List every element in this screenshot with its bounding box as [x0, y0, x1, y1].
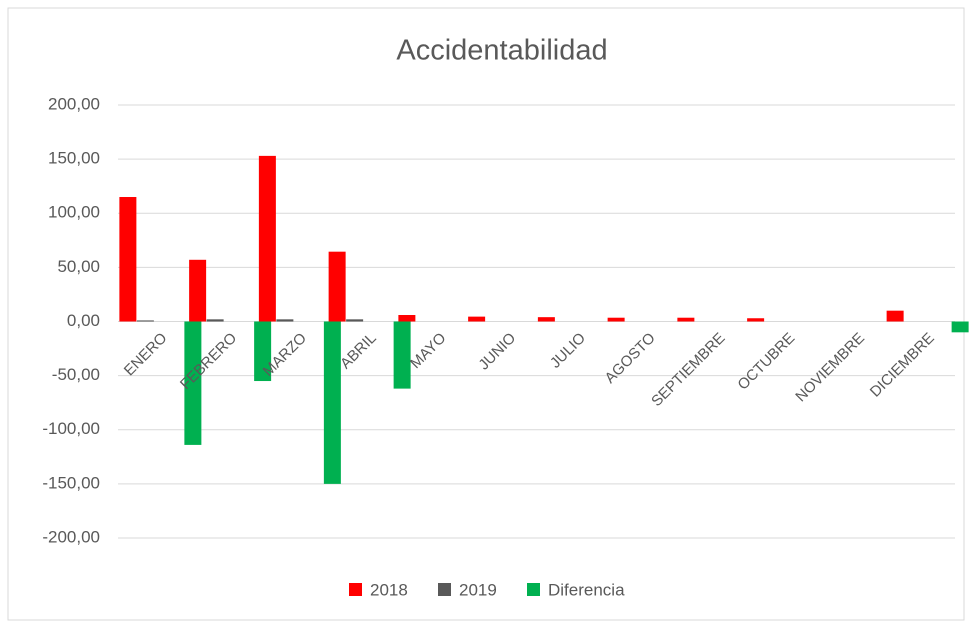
y-tick-label: -100,00 [42, 419, 100, 438]
y-tick-label: 0,00 [67, 311, 100, 330]
chart-border [7, 7, 965, 621]
y-tick-label: 100,00 [48, 203, 100, 222]
bar [323, 321, 341, 484]
bar [254, 321, 272, 382]
bar [747, 318, 765, 322]
bar [398, 315, 416, 322]
y-tick-label: -150,00 [42, 473, 100, 492]
bar [537, 317, 555, 322]
bar [393, 321, 411, 389]
bar [468, 316, 486, 322]
legend-swatch [527, 583, 540, 596]
bar [136, 320, 154, 322]
bar [328, 251, 346, 322]
y-tick-label: -200,00 [42, 527, 100, 546]
bar [677, 317, 695, 322]
bar [886, 310, 904, 322]
y-tick-label: -50,00 [52, 365, 100, 384]
bar [346, 319, 364, 322]
chart-title: Accidentabilidad [396, 35, 607, 67]
bar [119, 197, 137, 322]
bar [206, 319, 224, 322]
y-tick-label: 50,00 [57, 257, 100, 276]
bar [276, 319, 294, 322]
y-tick-label: 200,00 [48, 94, 100, 113]
y-tick-label: 150,00 [48, 149, 100, 168]
legend-swatch [349, 583, 362, 596]
bar [607, 317, 625, 322]
bar [258, 155, 276, 322]
legend-label: Diferencia [548, 580, 625, 599]
legend-swatch [438, 583, 451, 596]
legend-label: 2018 [370, 580, 408, 599]
bar [189, 259, 207, 322]
bar [951, 321, 969, 333]
legend-label: 2019 [459, 580, 497, 599]
bar [184, 321, 202, 445]
